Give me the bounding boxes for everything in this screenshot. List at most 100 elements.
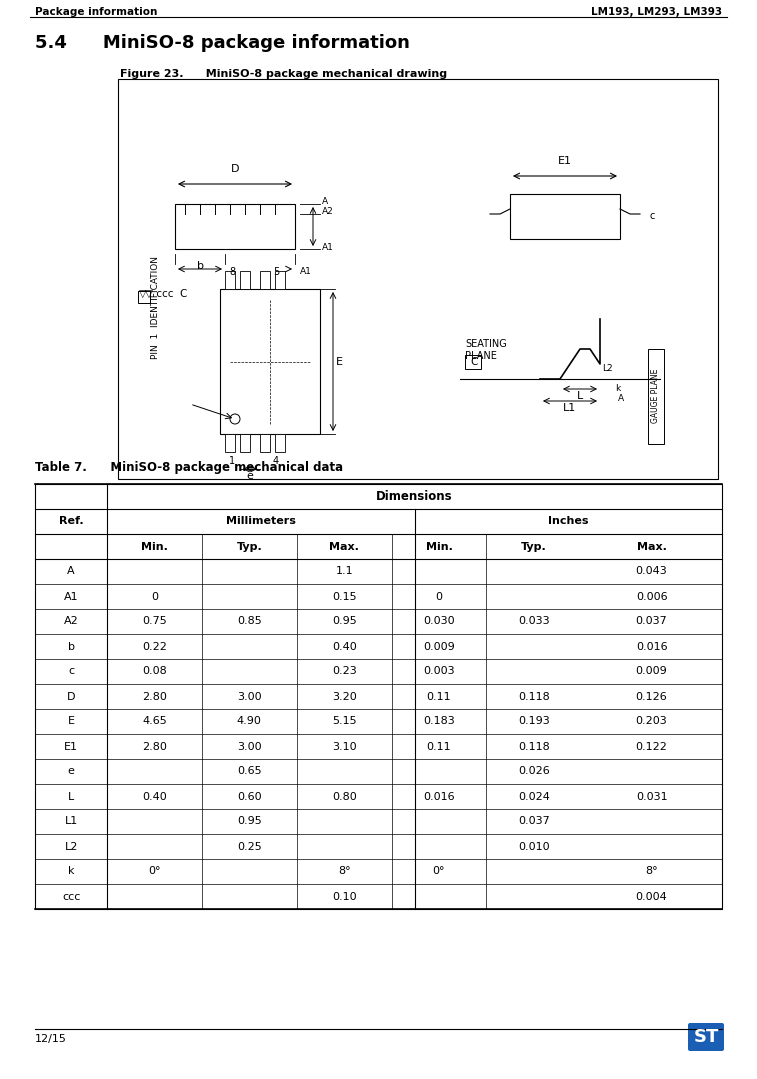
Text: PLANE: PLANE [465, 351, 497, 361]
Text: 4: 4 [273, 456, 279, 466]
Text: ▽ ccc  C: ▽ ccc C [145, 289, 188, 299]
Text: 3.10: 3.10 [332, 741, 357, 751]
Text: 0.10: 0.10 [332, 891, 357, 901]
Text: L2: L2 [602, 364, 612, 373]
Text: 0.010: 0.010 [518, 842, 550, 851]
Text: 0.193: 0.193 [518, 716, 550, 726]
Text: 0°: 0° [433, 866, 445, 876]
Text: A: A [322, 197, 328, 206]
Text: 0.016: 0.016 [636, 642, 668, 652]
Text: 5.15: 5.15 [332, 716, 357, 726]
Text: 1.1: 1.1 [335, 566, 353, 576]
Text: 0.11: 0.11 [427, 692, 451, 701]
Text: 0.75: 0.75 [142, 616, 167, 627]
Text: 2.80: 2.80 [142, 692, 167, 701]
Bar [275, 434, 285, 452]
Text: PIN  1  IDENTIFICATION: PIN 1 IDENTIFICATION [151, 256, 160, 359]
Bar [118, 79, 718, 479]
Text: 0.15: 0.15 [332, 591, 357, 601]
Text: 0.009: 0.009 [423, 642, 455, 652]
Text: 0.95: 0.95 [332, 616, 357, 627]
Text: b: b [197, 261, 204, 271]
FancyBboxPatch shape [688, 1023, 724, 1051]
Text: ▽: ▽ [139, 289, 147, 299]
Text: 4.90: 4.90 [237, 716, 262, 726]
Text: 0.118: 0.118 [518, 692, 550, 701]
Text: A2: A2 [64, 616, 79, 627]
Text: Table 7.  MiniSO-8 package mechanical data: Table 7. MiniSO-8 package mechanical dat… [35, 461, 343, 474]
Text: 0.08: 0.08 [142, 667, 167, 677]
Bar [220, 289, 320, 434]
Bar [260, 271, 270, 289]
Text: 0.11: 0.11 [427, 741, 451, 751]
Text: e: e [67, 766, 74, 777]
Text: 5: 5 [273, 267, 279, 277]
Text: 0.122: 0.122 [636, 741, 668, 751]
Text: E1: E1 [558, 156, 572, 166]
Text: A2: A2 [322, 207, 334, 217]
Text: 0.031: 0.031 [636, 792, 668, 802]
Text: 0.23: 0.23 [332, 667, 357, 677]
Text: A1: A1 [322, 243, 334, 251]
Text: Millimeters: Millimeters [226, 517, 296, 527]
Bar [240, 434, 250, 452]
Text: E: E [67, 716, 75, 726]
Text: ccc: ccc [62, 891, 80, 901]
Text: e: e [247, 472, 254, 481]
Text: 0.40: 0.40 [142, 792, 167, 802]
Text: A: A [67, 566, 75, 576]
Bar [35, 484, 722, 909]
Text: Min.: Min. [425, 542, 453, 551]
Text: c: c [650, 211, 656, 221]
Text: 8: 8 [229, 267, 235, 277]
Text: 3.00: 3.00 [237, 692, 262, 701]
Text: Max.: Max. [637, 542, 666, 551]
Text: SEATING: SEATING [465, 339, 506, 349]
Text: Max.: Max. [329, 542, 359, 551]
Text: 0.024: 0.024 [518, 792, 550, 802]
Bar [275, 271, 285, 289]
Bar [225, 271, 235, 289]
Text: Typ.: Typ. [236, 542, 262, 551]
Text: 0: 0 [151, 591, 158, 601]
Bar [648, 349, 664, 443]
Text: E1: E1 [64, 741, 78, 751]
Text: 3.20: 3.20 [332, 692, 357, 701]
Text: 0.25: 0.25 [237, 842, 262, 851]
Text: 0.95: 0.95 [237, 817, 262, 827]
Text: 0.118: 0.118 [518, 741, 550, 751]
Text: LM193, LM293, LM393: LM193, LM293, LM393 [591, 6, 722, 17]
Text: GAUGE PLANE: GAUGE PLANE [652, 369, 661, 423]
Text: 0.006: 0.006 [636, 591, 668, 601]
Bar [175, 204, 295, 249]
Bar [240, 271, 250, 289]
Text: 0.60: 0.60 [237, 792, 262, 802]
Text: ST: ST [693, 1028, 718, 1046]
Text: 12/15: 12/15 [35, 1034, 67, 1044]
Text: 0.004: 0.004 [636, 891, 668, 901]
Text: L: L [68, 792, 74, 802]
Text: 0.65: 0.65 [237, 766, 262, 777]
Text: 0.030: 0.030 [423, 616, 455, 627]
Text: 0.037: 0.037 [636, 616, 668, 627]
Text: 0.183: 0.183 [423, 716, 455, 726]
Text: 0.043: 0.043 [636, 566, 668, 576]
Text: 0.037: 0.037 [518, 817, 550, 827]
Text: Dimensions: Dimensions [376, 490, 453, 503]
Text: 0.016: 0.016 [423, 792, 455, 802]
Text: 8°: 8° [645, 866, 658, 876]
Text: 3.00: 3.00 [237, 741, 262, 751]
Text: A: A [618, 394, 624, 402]
Text: A1: A1 [64, 591, 79, 601]
Text: 0°: 0° [148, 866, 160, 876]
Text: k: k [68, 866, 74, 876]
Text: Figure 23.  MiniSO-8 package mechanical drawing: Figure 23. MiniSO-8 package mechanical d… [120, 69, 447, 79]
Text: 5.4  MiniSO-8 package information: 5.4 MiniSO-8 package information [35, 35, 410, 52]
Text: Inches: Inches [548, 517, 588, 527]
Bar [225, 434, 235, 452]
Text: C: C [470, 357, 478, 367]
Text: 0.85: 0.85 [237, 616, 262, 627]
Text: 8°: 8° [338, 866, 350, 876]
Bar [138, 291, 150, 303]
Text: L1: L1 [563, 402, 577, 413]
